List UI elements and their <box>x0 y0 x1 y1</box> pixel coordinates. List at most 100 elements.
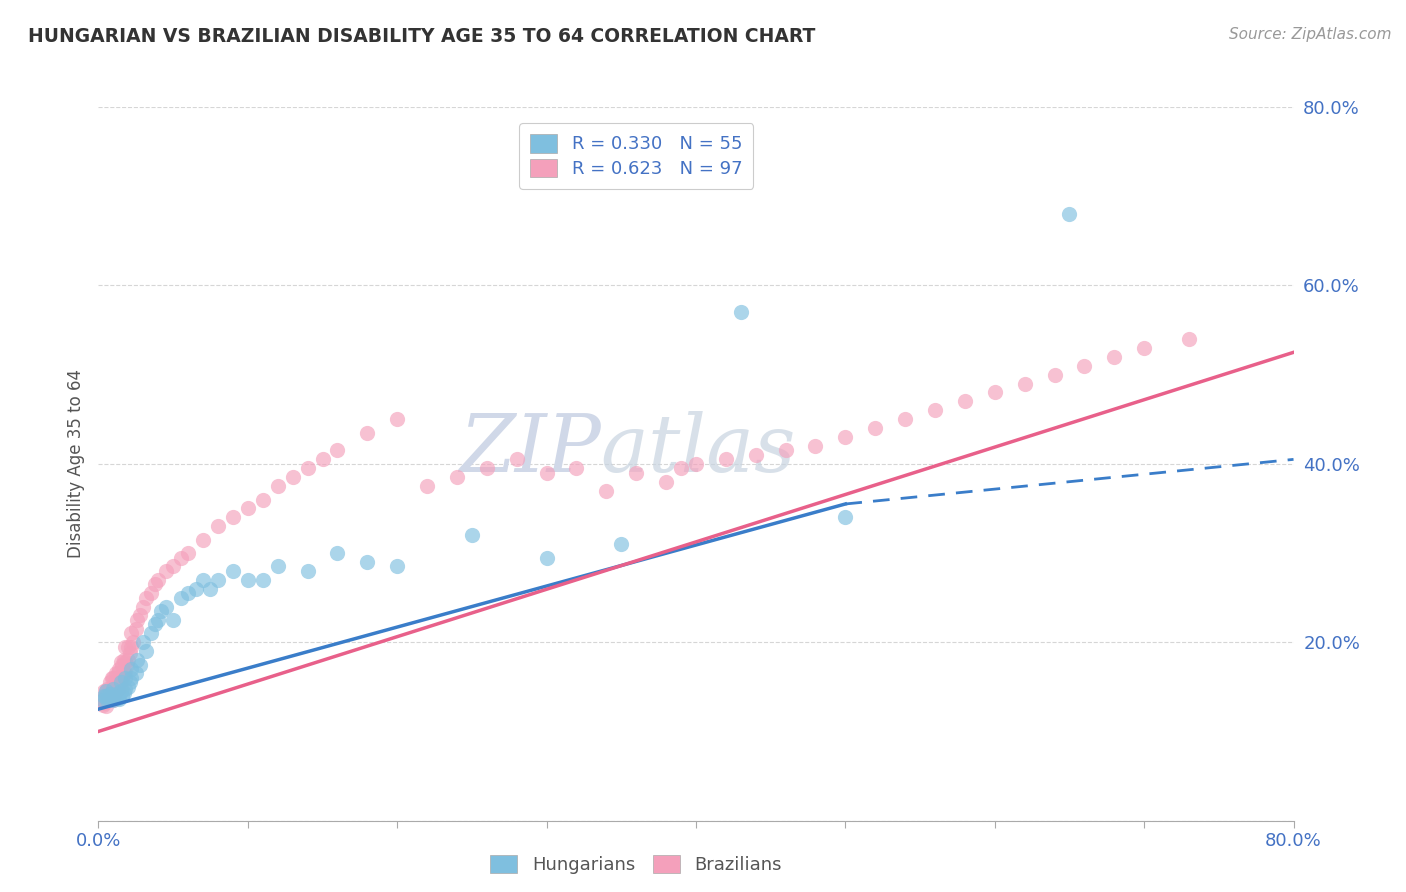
Point <box>91 698 114 712</box>
Point <box>155 564 177 578</box>
Point <box>132 599 155 614</box>
Point <box>177 586 200 600</box>
Point <box>326 546 349 560</box>
Point <box>834 510 856 524</box>
Point <box>91 693 114 707</box>
Point <box>111 673 134 687</box>
Point <box>1014 376 1036 391</box>
Point <box>110 684 132 698</box>
Point <box>267 479 290 493</box>
Point <box>96 693 118 707</box>
Point <box>110 680 132 694</box>
Point <box>120 626 142 640</box>
Point <box>104 687 127 701</box>
Point <box>326 443 349 458</box>
Point <box>117 640 139 654</box>
Point <box>114 666 136 681</box>
Point <box>105 684 128 698</box>
Point <box>96 693 118 707</box>
Point <box>983 385 1005 400</box>
Point <box>93 696 115 710</box>
Point <box>107 681 129 696</box>
Point <box>207 519 229 533</box>
Point <box>139 626 162 640</box>
Point <box>98 675 122 690</box>
Point <box>114 640 136 654</box>
Point <box>105 680 128 694</box>
Point <box>685 457 707 471</box>
Point <box>105 666 128 681</box>
Point <box>143 617 166 632</box>
Point <box>101 690 124 705</box>
Point <box>252 492 274 507</box>
Point <box>506 452 529 467</box>
Point <box>804 439 827 453</box>
Point <box>129 657 152 672</box>
Point <box>118 675 141 690</box>
Point <box>94 699 117 714</box>
Point <box>117 653 139 667</box>
Point <box>114 681 136 696</box>
Point <box>311 452 333 467</box>
Point <box>108 692 131 706</box>
Point <box>162 559 184 574</box>
Point <box>475 461 498 475</box>
Point <box>98 684 122 698</box>
Point <box>191 533 214 547</box>
Point <box>98 687 122 701</box>
Point <box>1133 341 1156 355</box>
Point <box>112 686 135 700</box>
Point <box>94 684 117 698</box>
Point <box>120 671 142 685</box>
Point <box>94 684 117 698</box>
Point <box>120 662 142 676</box>
Point <box>103 671 125 685</box>
Point <box>184 582 207 596</box>
Point <box>924 403 946 417</box>
Point <box>714 452 737 467</box>
Point <box>953 394 976 409</box>
Point <box>595 483 617 498</box>
Point <box>155 599 177 614</box>
Point <box>117 680 139 694</box>
Point <box>148 613 170 627</box>
Text: HUNGARIAN VS BRAZILIAN DISABILITY AGE 35 TO 64 CORRELATION CHART: HUNGARIAN VS BRAZILIAN DISABILITY AGE 35… <box>28 27 815 45</box>
Point <box>101 690 124 705</box>
Point <box>150 604 173 618</box>
Point <box>135 591 157 605</box>
Point <box>125 666 148 681</box>
Text: ZIP: ZIP <box>458 411 600 488</box>
Point <box>139 586 162 600</box>
Point <box>97 693 120 707</box>
Point <box>200 582 222 596</box>
Point <box>1073 359 1095 373</box>
Point <box>281 470 304 484</box>
Point <box>110 655 132 669</box>
Point <box>610 537 633 551</box>
Point <box>655 475 678 489</box>
Point <box>93 689 115 703</box>
Point <box>267 559 290 574</box>
Point <box>191 573 214 587</box>
Point <box>461 528 484 542</box>
Point <box>114 655 136 669</box>
Point <box>103 693 125 707</box>
Point <box>536 550 558 565</box>
Point <box>118 646 141 660</box>
Point <box>107 690 129 705</box>
Legend: Hungarians, Brazilians: Hungarians, Brazilians <box>481 846 792 883</box>
Point <box>108 662 131 676</box>
Point <box>135 644 157 658</box>
Point <box>96 681 118 696</box>
Point <box>103 693 125 707</box>
Point <box>110 675 132 690</box>
Point <box>97 690 120 705</box>
Point <box>104 689 127 703</box>
Point <box>162 613 184 627</box>
Point <box>222 510 245 524</box>
Point <box>112 666 135 681</box>
Point <box>90 693 112 707</box>
Point <box>385 559 409 574</box>
Point <box>236 501 259 516</box>
Point <box>222 564 245 578</box>
